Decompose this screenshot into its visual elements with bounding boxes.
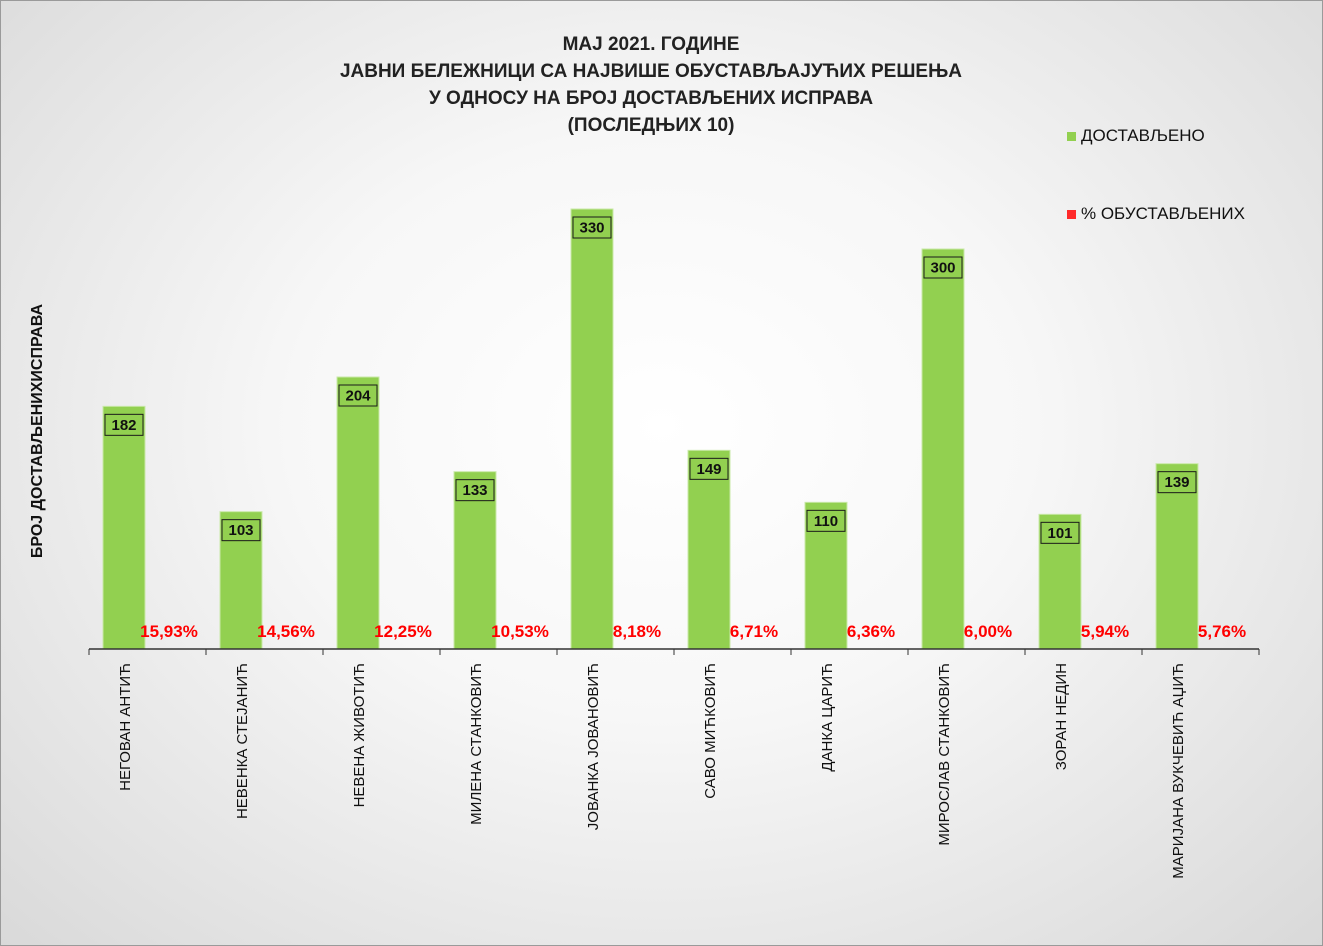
- bar-value-label-box: [923, 256, 963, 279]
- legend-label-suspended: % ОБУСТАВЉЕНИХ: [1081, 204, 1245, 223]
- bar-series-delivered: 182 103 204 133 330 149 110 300 101 139: [102, 208, 1199, 650]
- bar-value-label-box: [104, 413, 144, 436]
- category-label: НЕГОВАН АНТИЋ: [117, 663, 134, 791]
- bar-value-label: 101: [1047, 525, 1072, 542]
- category-label: НЕВЕНКА СТЕЈАНИЋ: [234, 663, 251, 819]
- legend-item-delivered: ДОСТАВЉЕНО: [1067, 126, 1205, 146]
- percent-series-suspended: 15,93% 14,56% 12,25% 10,53% 8,18% 6,71% 6,36% 6…: [140, 622, 1246, 641]
- bar-delivered: [687, 449, 731, 650]
- bar-delivered: [570, 208, 614, 650]
- bar-delivered: [453, 471, 497, 650]
- percent-label: 5,76%: [1198, 622, 1246, 641]
- category-label: САВО МИЋКОВИЋ: [702, 663, 719, 799]
- bar-value-label: 330: [579, 220, 604, 237]
- percent-label: 6,36%: [847, 622, 895, 641]
- bar-value-label: 103: [228, 522, 253, 539]
- category-label: МИРОСЛАВ СТАНКОВИЋ: [936, 663, 953, 846]
- category-label: НЕВЕНА ЖИВОТИЋ: [351, 663, 368, 807]
- category-label: ЈОВАНКА ЈОВАНОВИЋ: [585, 663, 602, 830]
- percent-label: 12,25%: [374, 622, 432, 641]
- percent-label: 14,56%: [257, 622, 315, 641]
- bar-value-label-box: [572, 216, 612, 239]
- percent-label: 5,94%: [1081, 622, 1129, 641]
- chart-title: МАЈ 2021. ГОДИНЕ ЈАВНИ БЕЛЕЖНИЦИ СА НАЈВ…: [281, 31, 1021, 139]
- x-axis-category-labels: НЕГОВАН АНТИЋ НЕВЕНКА СТЕЈАНИЋ НЕВЕНА ЖИВО…: [88, 649, 1260, 879]
- chart-title-line-3: У ОДНОСУ НА БРОЈ ДОСТАВЉЕНИХ ИСПРАВА: [428, 88, 874, 109]
- chart-title-line-2: ЈАВНИ БЕЛЕЖНИЦИ СА НАЈВИШЕ ОБУСТАВЉАЈУЋИ…: [339, 61, 963, 82]
- category-label: МАРИЈАНА ВУКЧЕВИЋ АЏИЋ: [1170, 663, 1187, 879]
- bar-value-label: 300: [930, 260, 955, 277]
- bar-delivered: [102, 405, 146, 650]
- bar-delivered: [336, 376, 380, 650]
- category-label: МИЛЕНА СТАНКОВИЋ: [468, 663, 485, 825]
- bar-delivered: [921, 248, 965, 650]
- legend-swatch-suspended: [1067, 209, 1076, 219]
- bar-value-label: 110: [814, 513, 838, 530]
- bar-value-label: 149: [696, 461, 721, 478]
- chart-title-line-4: (ПОСЛЕДЊИХ 10): [567, 115, 735, 136]
- percent-label: 8,18%: [613, 622, 661, 641]
- category-label: ЗОРАН НЕДИН: [1053, 663, 1070, 770]
- bar-value-label-box: [1040, 521, 1080, 544]
- bar-value-label-box: [221, 519, 261, 542]
- chart-title-line-1: МАЈ 2021. ГОДИНЕ: [562, 34, 740, 55]
- bar-value-label: 182: [111, 417, 136, 434]
- legend-item-suspended: % ОБУСТАВЉЕНИХ: [1067, 204, 1245, 224]
- percent-label: 6,00%: [964, 622, 1012, 641]
- bar-value-label-box: [455, 479, 495, 502]
- legend-swatch-delivered: [1067, 131, 1076, 141]
- bar-value-label-box: [1157, 471, 1197, 494]
- bar-value-label: 139: [1164, 474, 1189, 491]
- bar-value-label-box: [806, 509, 846, 532]
- bar-value-label: 133: [462, 482, 487, 499]
- category-label: ДАНКА ЦАРИЋ: [819, 663, 836, 772]
- percent-label: 6,71%: [730, 622, 778, 641]
- bar-value-label-box: [689, 457, 729, 480]
- bar-value-label: 204: [345, 388, 371, 405]
- bar-value-label-box: [338, 384, 378, 407]
- legend-label-delivered: ДОСТАВЉЕНО: [1081, 126, 1205, 145]
- percent-label: 10,53%: [491, 622, 549, 641]
- bar-delivered: [1155, 463, 1199, 650]
- percent-label: 15,93%: [140, 622, 198, 641]
